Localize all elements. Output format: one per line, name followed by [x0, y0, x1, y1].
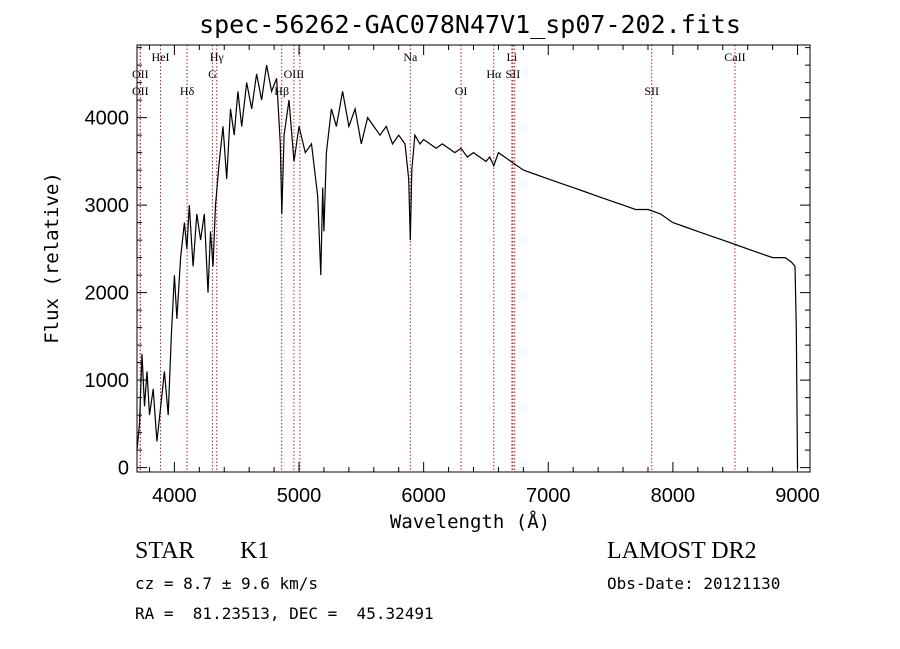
coordinates: RA = 81.23513, DEC = 45.32491 [135, 604, 434, 623]
spectral-line-label: Li [507, 50, 518, 64]
spectral-line-label: OII [132, 67, 149, 81]
spectral-line-label: G [208, 67, 217, 81]
x-axis-label: Wavelength (Å) [390, 510, 550, 533]
spectral-line-label: HeI [152, 50, 170, 64]
spectral-line-label: OIII [284, 67, 305, 81]
x-tick-label: 8000 [651, 485, 696, 507]
object-class: STAR [135, 538, 195, 564]
y-tick-label: 4000 [85, 108, 130, 130]
y-tick-label: 1000 [85, 370, 130, 392]
y-tick-label: 3000 [85, 195, 130, 217]
spectral-line-label: SII [506, 67, 521, 81]
y-axis-label: Flux (relative) [41, 172, 63, 344]
y-axis-ticks: 0 1000 2000 3000 4000 [85, 47, 810, 480]
spectral-line-label: OI [455, 84, 468, 98]
observation-date: Obs-Date: 20121130 [607, 574, 781, 593]
chart-title: spec-56262-GAC078N47V1_sp07-202.fits [199, 10, 741, 39]
x-tick-label: 7000 [526, 485, 571, 507]
spectral-line-label: Na [403, 50, 418, 64]
x-tick-label: 5000 [277, 485, 322, 507]
plot-frame [136, 44, 811, 473]
x-axis-ticks: 4000 5000 6000 7000 8000 9000 [148, 45, 820, 507]
survey-name: LAMOST DR2 [607, 538, 757, 564]
redshift-value: cz = 8.7 ± 9.6 km/s [135, 574, 319, 593]
spectrum-line [136, 64, 799, 468]
spectral-line-label: CaII [724, 50, 745, 64]
spectral-line-label: Hγ [210, 50, 225, 64]
x-tick-label: 9000 [775, 485, 820, 507]
y-tick-label: 0 [118, 458, 129, 480]
x-tick-label: 6000 [401, 485, 446, 507]
object-subclass: K1 [240, 538, 270, 564]
x-tick-label: 4000 [152, 485, 197, 507]
spectral-line-label: SII [644, 84, 659, 98]
spectral-line-label: Hα [486, 67, 502, 81]
y-tick-label: 2000 [85, 283, 130, 305]
spectral-line-label: Hδ [180, 84, 195, 98]
